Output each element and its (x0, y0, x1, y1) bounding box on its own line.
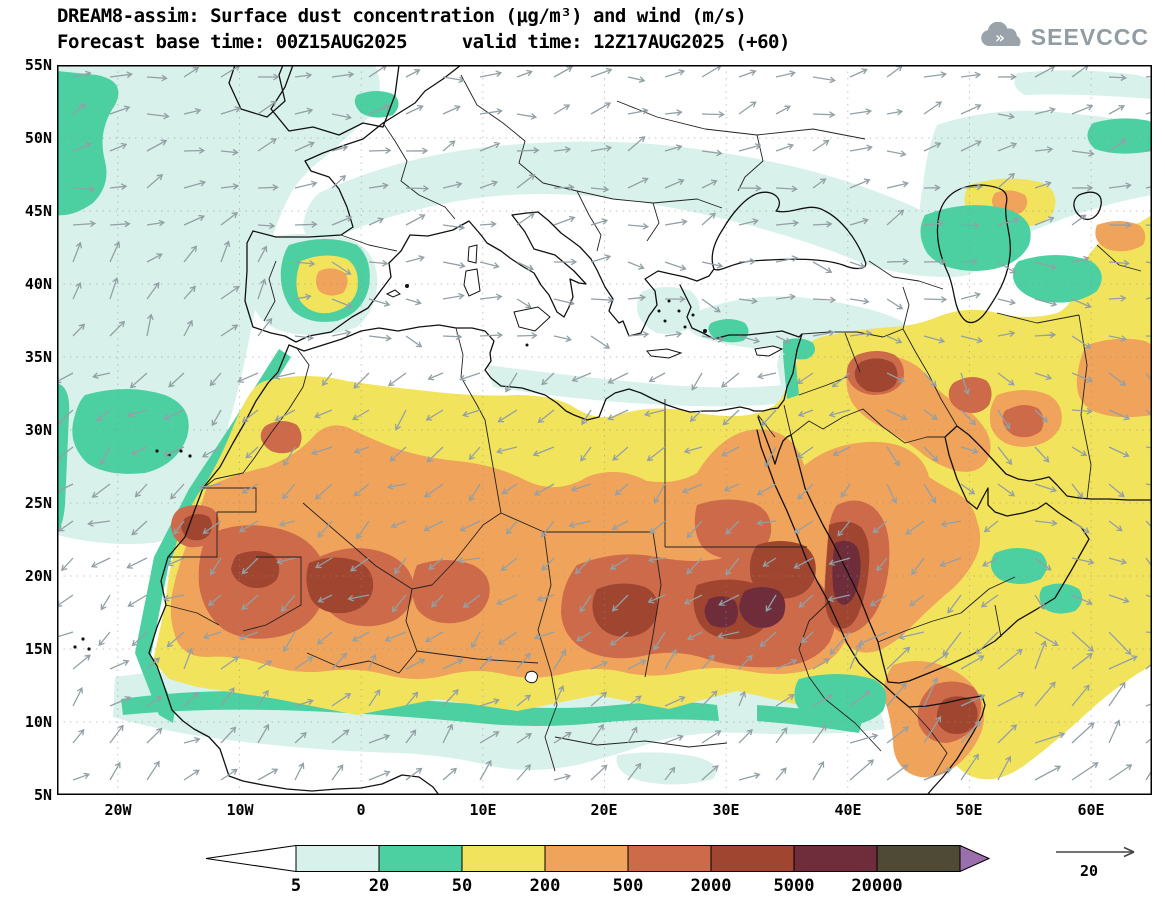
lon-label: 30E (712, 801, 740, 819)
colorbar-segment (876, 845, 961, 872)
lat-label: 40N (24, 275, 52, 293)
map-canvas (50, 64, 1165, 796)
seevccc-logo: » SEEVCCC (978, 22, 1149, 52)
wind-reference-arrow (1056, 846, 1135, 858)
lat-label: 15N (24, 640, 52, 658)
lon-label: 50E (955, 801, 983, 819)
forecast-map (50, 64, 1165, 796)
colorbar-segment (710, 845, 795, 872)
logo-text: SEEVCCC (1030, 23, 1149, 50)
colorbar-segment (378, 845, 463, 872)
lat-label: 25N (24, 494, 52, 512)
latlon-grid (57, 65, 1152, 795)
page-subtitle: Forecast base time: 00Z15AUG2025 valid t… (57, 31, 790, 53)
page-title: DREAM8-assim: Surface dust concentration… (57, 5, 747, 27)
lat-label: 20N (24, 567, 52, 585)
colorbar-tick: 2000 (690, 876, 732, 896)
country-borders (165, 74, 1142, 778)
colorbar-scale (205, 844, 991, 873)
colorbar-tick: 50 (451, 876, 473, 896)
colorbar-segment (544, 845, 629, 872)
colorbar-tick: 5000 (773, 876, 815, 896)
lon-label: 0 (356, 801, 366, 819)
colorbar-tick: 5 (290, 876, 302, 896)
small-islands (73, 284, 707, 651)
lat-label: 45N (24, 202, 52, 220)
colorbar-tick: 200 (529, 876, 561, 896)
colorbar-segment (295, 845, 380, 872)
wind-arrows (50, 64, 1165, 781)
colorbar-tick: 500 (612, 876, 644, 896)
dust-layer-20-50 (57, 71, 863, 733)
lon-label: 10E (469, 801, 497, 819)
colorbar-segment (793, 845, 878, 872)
lat-label: 5N (33, 786, 52, 804)
cloud-icon: » (981, 22, 1021, 47)
map-frame (57, 65, 1152, 795)
lat-label: 10N (24, 713, 52, 731)
lon-label: 40E (834, 801, 862, 819)
colorbar-right-arrow (959, 844, 991, 873)
colorbar-segment (627, 845, 712, 872)
wind-arrow-glyphs (50, 64, 1165, 781)
coastlines (73, 64, 1153, 796)
lat-label: 50N (24, 129, 52, 147)
lat-label: 30N (24, 421, 52, 439)
colorbar-left-arrow (205, 844, 297, 873)
colorbar-tick: 20 (368, 876, 390, 896)
wind-reference: 20 (1042, 840, 1152, 892)
colorbar (205, 844, 991, 876)
colorbar-tick: 20000 (851, 876, 903, 896)
lon-label: 10W (226, 801, 254, 819)
lat-label: 35N (24, 348, 52, 366)
lon-label: 20W (104, 801, 132, 819)
lon-label: 20E (590, 801, 618, 819)
colorbar-segment (461, 845, 546, 872)
lon-label: 60E (1077, 801, 1105, 819)
lat-label: 55N (24, 56, 52, 74)
wind-reference-value: 20 (1080, 862, 1099, 880)
dust-layer-green-pockets (708, 118, 1152, 726)
logo-chevrons: » (995, 28, 1005, 47)
